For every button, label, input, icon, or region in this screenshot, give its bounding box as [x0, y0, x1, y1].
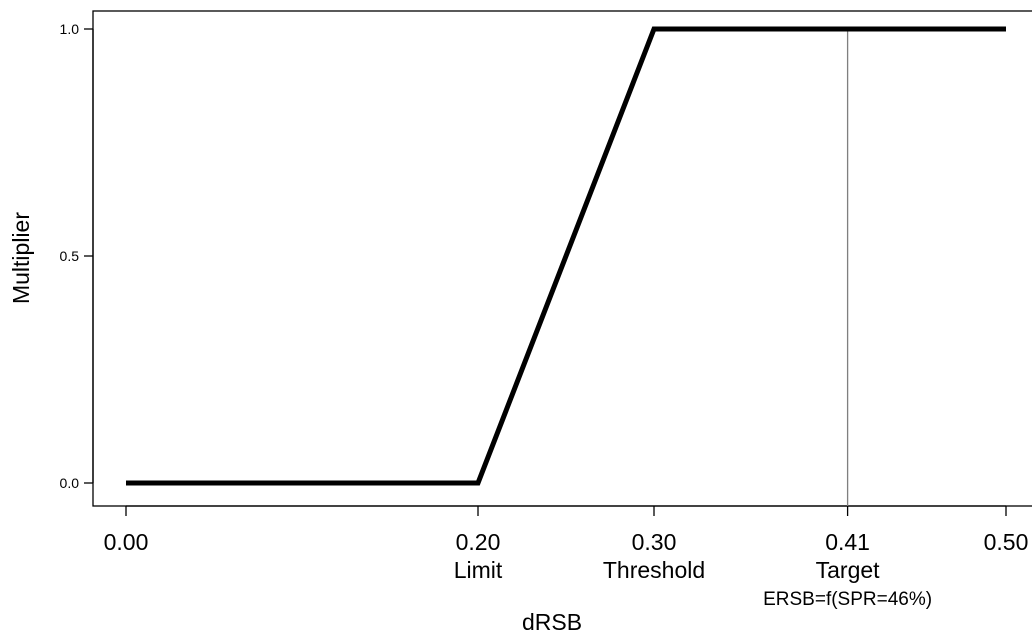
multiplier-line: [126, 26, 1006, 486]
y-axis: 0.0 0.5 1.0: [60, 21, 94, 491]
y-tick-label: 0.5: [60, 248, 80, 264]
x-axis-label: dRSB: [522, 609, 582, 635]
x-tick-sublabel: Target: [816, 557, 881, 583]
x-tick-sublabel: Threshold: [603, 557, 705, 583]
x-tick-label: 0.41: [825, 529, 870, 555]
x-tick-label: 0.30: [632, 529, 677, 555]
y-axis-label: Multiplier: [8, 212, 34, 304]
x-tick-label: 0.20: [456, 529, 501, 555]
target-annotation: ERSB=f(SPR=46%): [763, 589, 932, 610]
x-tick-label: 0.50: [984, 529, 1029, 555]
y-tick-label: 0.0: [60, 475, 80, 491]
y-tick-label: 1.0: [60, 21, 80, 37]
x-tick-label: 0.00: [104, 529, 149, 555]
x-tick-sublabel: Limit: [454, 557, 503, 583]
